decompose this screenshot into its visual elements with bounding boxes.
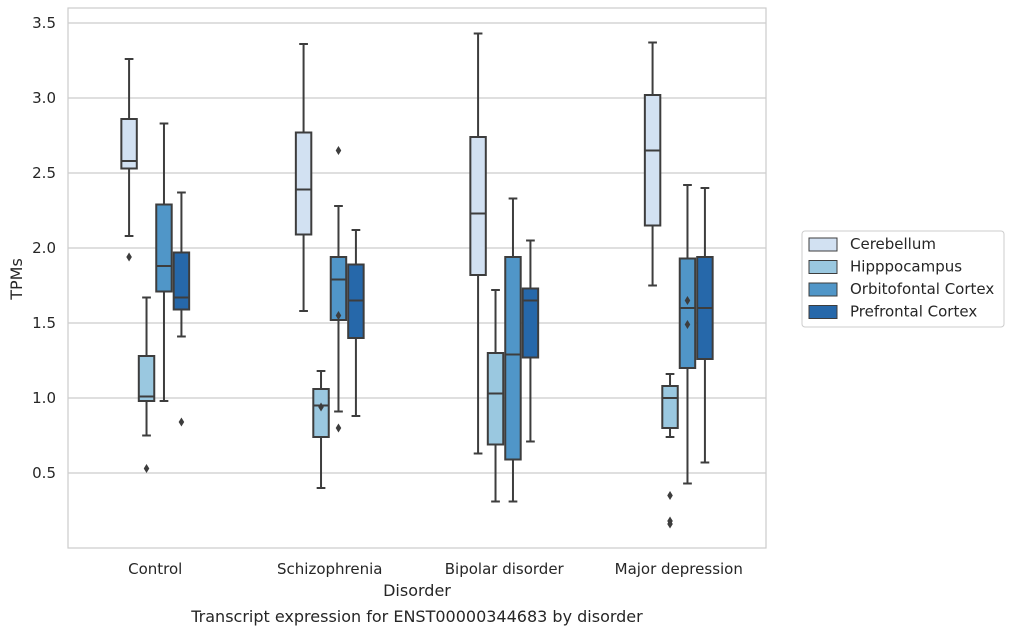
outlier-point (667, 491, 673, 500)
box-3-3 (696, 187, 714, 464)
figure-caption: Transcript expression for ENST0000034468… (190, 607, 643, 626)
plot-frame (67, 7, 767, 549)
y-tick-label: 0.5 (32, 464, 56, 482)
outlier-point (126, 252, 132, 262)
box-iqr (521, 287, 540, 359)
legend-swatch (808, 305, 838, 319)
outlier-point (335, 146, 342, 155)
box-iqr (469, 136, 487, 276)
box-iqr (120, 118, 138, 170)
y-axis-label: TPMs (7, 258, 26, 301)
box-2-1 (329, 146, 348, 433)
box-iqr (172, 251, 191, 311)
legend-frame (801, 230, 1005, 328)
y-tick-label: 3.5 (32, 14, 56, 32)
y-tick-label: 2.5 (32, 164, 56, 182)
box-0-3 (643, 41, 662, 287)
legend-swatch (808, 237, 838, 252)
box-iqr (678, 257, 697, 369)
x-axis-label: Disorder (383, 581, 451, 600)
box-1-2 (486, 289, 505, 503)
y-tick-label: 3.0 (32, 89, 56, 107)
legend-entry: Cerebellum (850, 235, 936, 253)
outlier-point (667, 519, 673, 529)
legend-entry: Orbitofontal Cortex (850, 280, 994, 298)
box-2-3 (678, 184, 697, 485)
box-iqr (137, 355, 156, 402)
box-3-0 (172, 191, 191, 427)
x-tick-label: Major depression (615, 560, 743, 578)
box-1-3 (661, 373, 679, 529)
box-2-2 (504, 197, 522, 503)
y-axis-ticks: 0.5 1.0 1.5 2.0 2.5 3.0 3.5 (32, 14, 56, 482)
box-iqr (504, 256, 522, 461)
outlier-point (143, 464, 150, 473)
box-3-2 (521, 239, 540, 443)
box-iqr (329, 256, 348, 321)
box-0-1 (294, 43, 313, 312)
legend-entry: Prefrontal Cortex (850, 303, 977, 321)
y-tick-label: 1.0 (32, 389, 56, 407)
outlier-point (335, 423, 342, 433)
box-3-1 (347, 229, 365, 417)
box-iqr (312, 388, 330, 438)
box-0-2 (469, 32, 487, 455)
box-iqr (155, 203, 173, 293)
outlier-point (178, 417, 185, 427)
outlier-point (318, 402, 324, 412)
box-iqr (294, 131, 313, 236)
box-iqr (643, 94, 662, 227)
legend-swatch (808, 260, 838, 274)
gridlines (68, 22, 766, 474)
legend-entry: Hipppocampus (850, 258, 962, 276)
x-tick-label: Control (128, 560, 182, 578)
box-2-0 (155, 122, 173, 402)
y-tick-label: 1.5 (32, 314, 56, 332)
outlier-point (684, 296, 691, 305)
box-1-0 (137, 296, 156, 473)
legend: Cerebellum Hipppocampus Orbitofontal Corte… (801, 230, 1005, 328)
outlier-point (684, 320, 691, 329)
x-axis-ticks: Control Schizophrenia Bipolar disorder Majo… (128, 560, 743, 578)
box-iqr (661, 385, 679, 429)
box-0-0 (120, 58, 138, 262)
outlier-point (335, 311, 342, 320)
y-tick-label: 2.0 (32, 239, 56, 257)
x-tick-label: Schizophrenia (277, 560, 382, 578)
x-tick-label: Bipolar disorder (445, 560, 565, 578)
box-plot-area (120, 32, 714, 529)
legend-swatch (808, 282, 838, 297)
box-1-1 (312, 370, 330, 489)
box-iqr (486, 352, 505, 446)
